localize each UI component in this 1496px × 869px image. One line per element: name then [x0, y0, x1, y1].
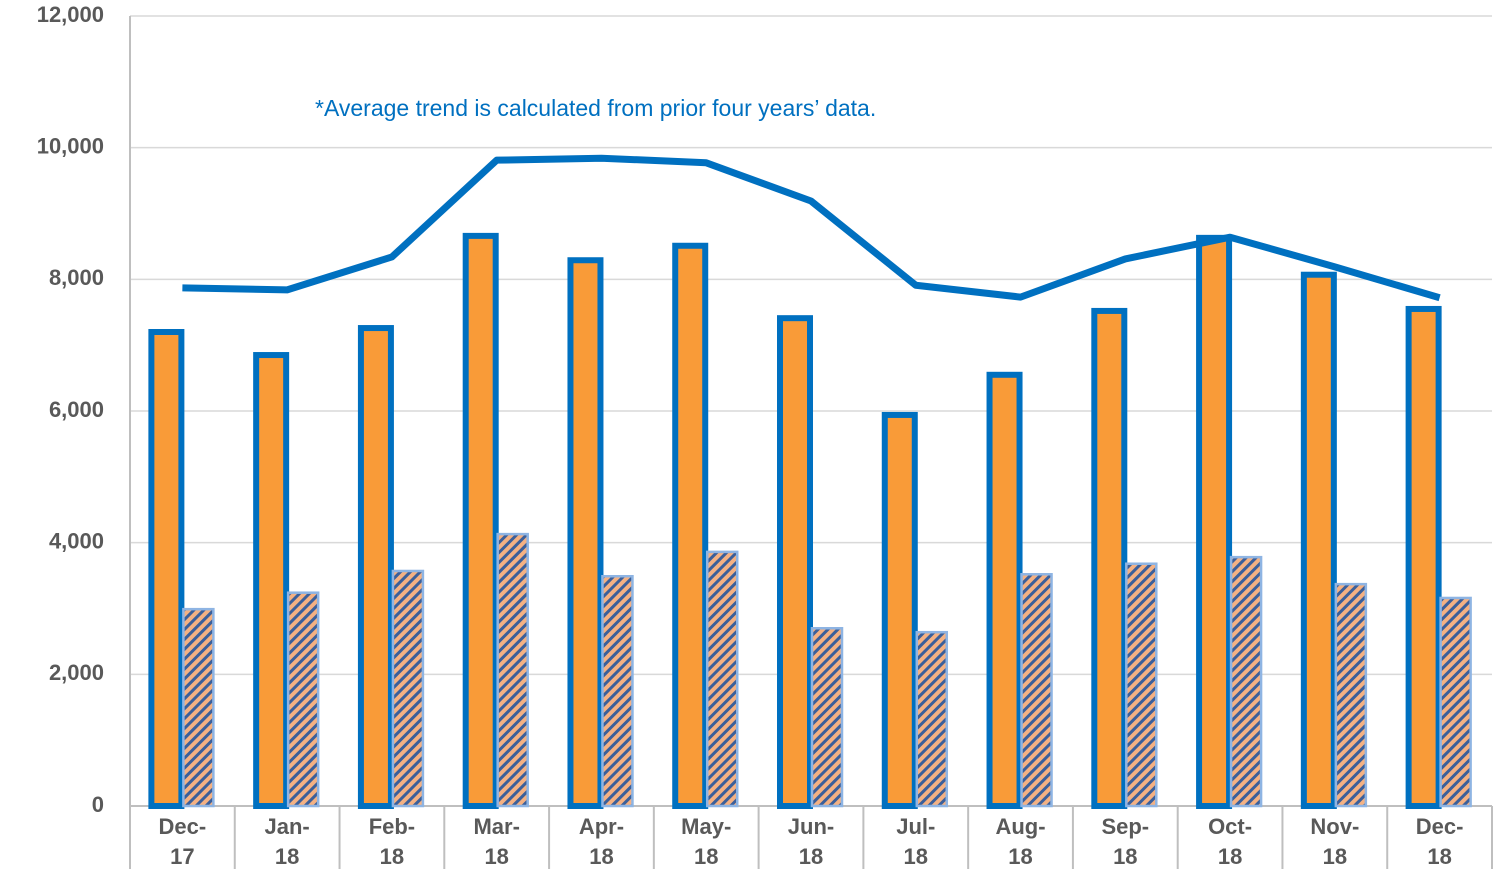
bar [1196, 234, 1233, 809]
bar [286, 591, 320, 808]
bar [1300, 271, 1337, 810]
y-tick-label: 8,000 [49, 265, 104, 290]
x-tick-label: Dec-17 [159, 814, 207, 869]
bar [1334, 582, 1368, 808]
x-tick-label: Sep-18 [1101, 814, 1149, 869]
bar [777, 315, 813, 809]
bar [496, 532, 529, 808]
bar [391, 569, 425, 808]
bar [705, 550, 739, 808]
y-tick-label: 12,000 [37, 2, 104, 27]
x-tick-label: Jan-18 [265, 814, 310, 869]
annotation: *Average trend is calculated from prior … [315, 95, 876, 121]
bar [567, 257, 604, 810]
bar [1125, 562, 1158, 808]
bar [601, 574, 634, 808]
bar [986, 371, 1023, 809]
y-tick-label: 10,000 [37, 133, 104, 158]
x-tick-label: Jun-18 [788, 814, 834, 869]
x-tick-label: Apr-18 [579, 814, 624, 869]
y-tick-label: 6,000 [49, 397, 104, 422]
bar [1439, 596, 1472, 808]
x-tick-label: Nov-18 [1310, 814, 1359, 869]
bar [462, 232, 499, 809]
x-tick-label: Feb-18 [369, 814, 415, 869]
bar [881, 411, 918, 809]
x-tick-label: Aug-18 [995, 814, 1045, 869]
x-tick-label: Dec-18 [1416, 814, 1464, 869]
bar [357, 325, 394, 809]
bar [810, 627, 844, 808]
bar [672, 242, 709, 809]
bar [1229, 555, 1263, 808]
bar [1020, 573, 1053, 808]
x-tick-label: Jul-18 [896, 814, 935, 869]
x-tick-label: Mar-18 [473, 814, 519, 869]
y-tick-label: 2,000 [49, 660, 104, 685]
bar [1091, 307, 1128, 809]
bar [253, 352, 290, 809]
trend-line [182, 154, 1441, 302]
y-tick-label: 0 [92, 792, 104, 817]
bar [148, 329, 185, 809]
bar [915, 630, 949, 808]
y-tick-label: 4,000 [49, 528, 104, 553]
x-tick-label: May-18 [681, 814, 731, 869]
bar [1405, 305, 1442, 809]
bar [182, 607, 215, 808]
x-tick-label: Oct-18 [1208, 814, 1252, 869]
